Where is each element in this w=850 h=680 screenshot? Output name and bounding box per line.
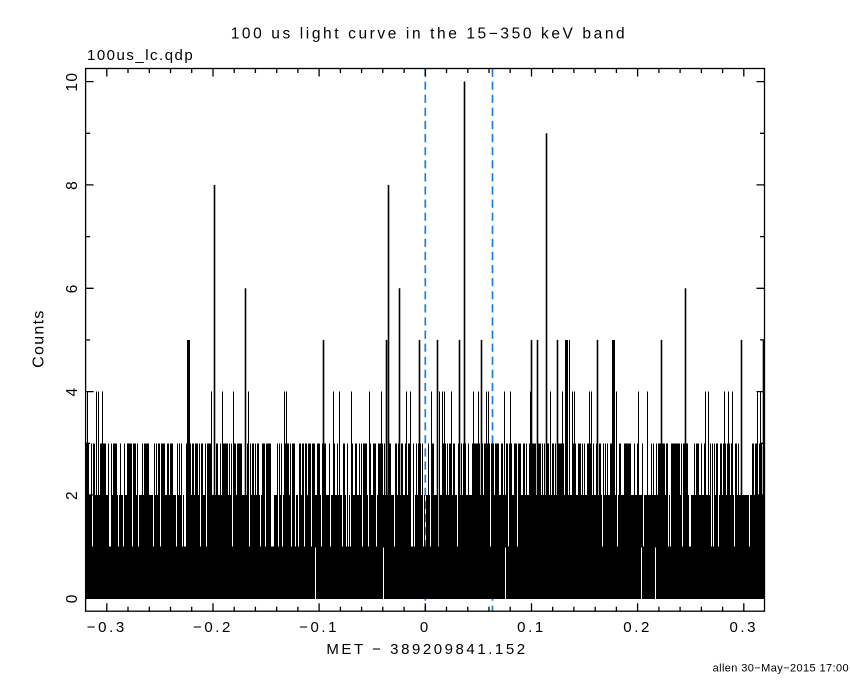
svg-text:100 us light curve in the 15−3: 100 us light curve in the 15−350 keV ban…: [231, 25, 628, 42]
svg-text:allen 30−May−2015 17:00: allen 30−May−2015 17:00: [713, 663, 849, 675]
svg-text:4: 4: [64, 387, 81, 397]
svg-text:0.3: 0.3: [729, 619, 758, 636]
svg-text:MET − 389209841.152: MET − 389209841.152: [326, 641, 527, 658]
svg-text:0: 0: [420, 619, 431, 636]
svg-text:−0.2: −0.2: [193, 619, 233, 636]
svg-text:Counts: Counts: [31, 309, 48, 368]
svg-text:0.2: 0.2: [623, 619, 652, 636]
svg-text:−0.1: −0.1: [299, 619, 339, 636]
svg-text:−0.3: −0.3: [87, 619, 127, 636]
svg-text:6: 6: [64, 283, 81, 293]
svg-text:100us_lc.qdp: 100us_lc.qdp: [87, 47, 194, 64]
svg-text:0: 0: [64, 593, 81, 603]
svg-text:0.1: 0.1: [517, 619, 546, 636]
svg-text:2: 2: [64, 490, 81, 500]
svg-text:8: 8: [64, 180, 81, 190]
svg-text:10: 10: [64, 72, 81, 92]
